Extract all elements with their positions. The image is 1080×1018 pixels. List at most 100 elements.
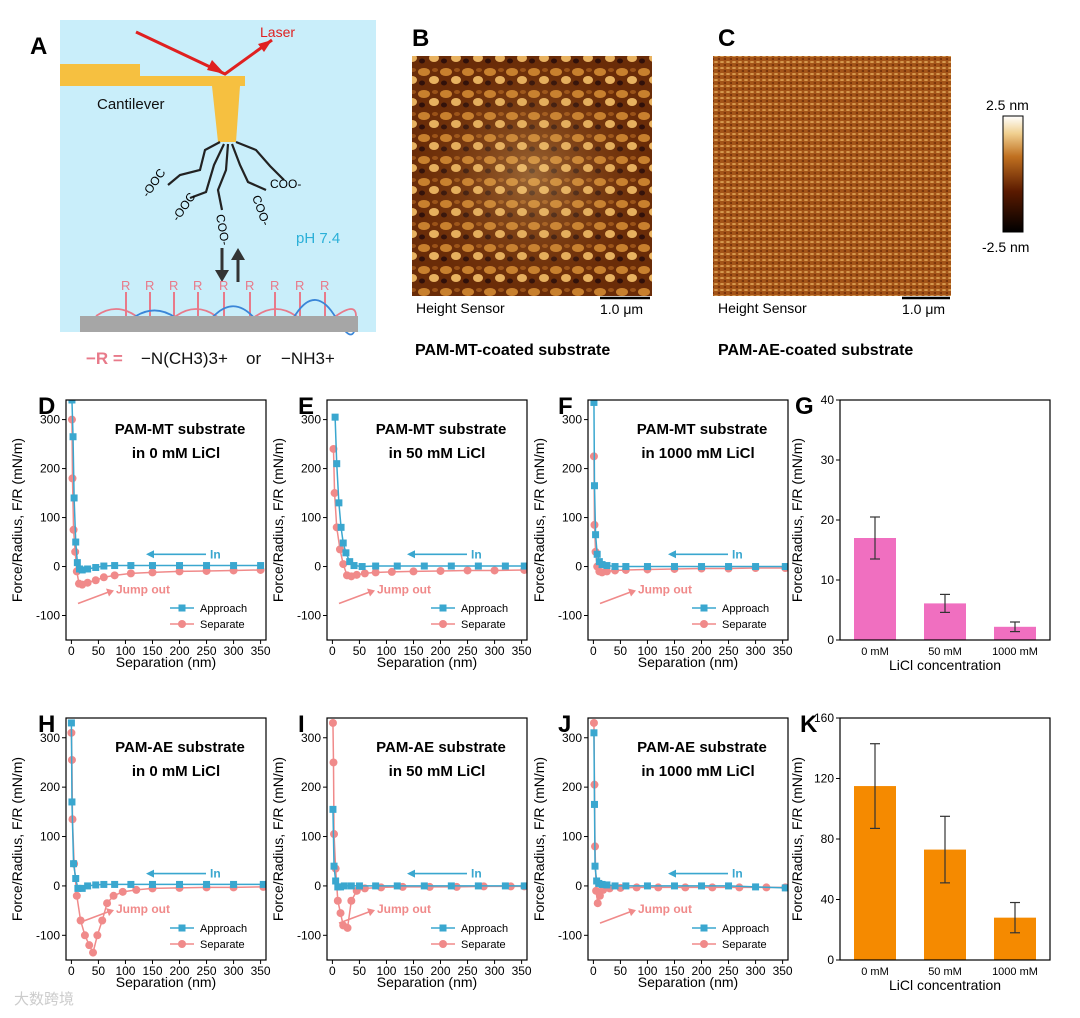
panel-letter-c: C [718, 25, 735, 52]
x-axis-label: Separation (nm) [377, 974, 477, 990]
approach-point [78, 884, 86, 892]
approach-point [590, 482, 598, 490]
y-tick-label: 120 [814, 772, 834, 786]
approach-point [372, 562, 380, 570]
separate-point [352, 570, 361, 579]
x-tick-label: 100 [115, 644, 135, 658]
y-tick-label: 200 [562, 462, 582, 476]
approach-line [70, 722, 264, 890]
category-label: 50 mM [928, 966, 962, 978]
x-tick-label: 0 [590, 644, 597, 658]
approach-line [334, 417, 525, 568]
plot-frame [839, 399, 1051, 641]
afm-image-ae [713, 56, 951, 296]
separate-point [91, 576, 100, 585]
approach-point [474, 882, 482, 890]
approach-point [332, 877, 340, 885]
afm-tip [212, 86, 240, 142]
approach-point [337, 523, 345, 531]
series-separate [589, 452, 788, 577]
y-tick-label: 100 [40, 830, 60, 844]
jump-out-arrow [338, 590, 372, 605]
panel-letter-f: F [558, 393, 573, 420]
approach-line [593, 732, 786, 889]
separate-point [336, 909, 345, 918]
approach-point [752, 883, 760, 891]
jump-out-arrow [77, 590, 111, 605]
approach-point [520, 882, 527, 890]
approach-point [67, 719, 75, 727]
scale-bar-label: 1.0 μm [600, 301, 643, 317]
y-tick-label: 20 [821, 513, 835, 527]
approach-point [72, 875, 80, 883]
approach-point [590, 400, 598, 406]
y-tick-label: 100 [301, 830, 321, 844]
approach-point [176, 562, 184, 570]
plot-frame [839, 717, 1051, 961]
approach-point [74, 884, 82, 892]
x-tick-label: 300 [224, 644, 244, 658]
separate-point [89, 948, 98, 957]
in-arrow-icon [146, 869, 154, 878]
coo-group: COO- [213, 213, 232, 246]
approach-point [259, 880, 266, 888]
approach-point [69, 433, 77, 441]
approach-point [230, 562, 238, 570]
y-tick-label: 0 [314, 879, 321, 893]
y-tick-label: 40 [821, 393, 835, 407]
x-tick-label: 0 [329, 964, 336, 978]
laser-label: Laser [260, 24, 295, 40]
y-axis-label: Force/Radius, F/R (mN/m) [9, 757, 25, 921]
in-arrow-icon [668, 869, 676, 878]
approach-point [148, 880, 156, 888]
separate-point [335, 545, 344, 554]
laser-arrow-icon [258, 40, 272, 52]
approach-point [622, 563, 630, 571]
separate-point [590, 520, 599, 529]
chart-title-line2: in 50 mM LiCl [389, 763, 486, 780]
x-tick-label: 100 [637, 644, 657, 658]
y-tick-label: 200 [301, 462, 321, 476]
y-tick-label: 300 [301, 413, 321, 427]
afm-image-mt-overlay [412, 56, 652, 296]
category-label: 0 mM [861, 966, 889, 978]
x-tick-label: 300 [746, 644, 766, 658]
y-tick-label: -100 [558, 928, 582, 942]
x-tick-label: 300 [224, 964, 244, 978]
jump-out-annotation: Jump out [116, 902, 170, 916]
x-tick-label: 150 [142, 964, 162, 978]
series-approach [331, 413, 527, 571]
x-tick-label: 350 [251, 644, 271, 658]
x-tick-label: 200 [691, 644, 711, 658]
approach-point [598, 880, 606, 888]
approach-point [447, 882, 455, 890]
separate-point [595, 891, 604, 900]
legend-approach-marker [178, 924, 186, 932]
cantilever-label: Cantilever [97, 96, 165, 113]
x-tick-label: 50 [353, 964, 367, 978]
x-tick-label: 200 [169, 964, 189, 978]
y-tick-label: 30 [821, 453, 835, 467]
chart-panel-e: E 0 50 100 150 200 250 300 350 -100 0 100 200 300 PAM-… [270, 393, 532, 670]
y-tick-label: 0 [314, 560, 321, 574]
separate-point [93, 931, 102, 940]
approach-point [698, 563, 706, 571]
approach-point [670, 563, 678, 571]
in-arrow-icon [668, 550, 676, 559]
y-tick-label: 300 [562, 731, 582, 745]
separate-point [333, 896, 342, 905]
approach-point [339, 539, 347, 547]
separate-point [109, 891, 118, 900]
x-tick-label: 0 [68, 964, 75, 978]
x-tick-label: 50 [614, 644, 628, 658]
plot-frame [326, 717, 528, 961]
y-tick-label: 80 [821, 832, 835, 846]
approach-point [203, 562, 211, 570]
x-tick-label: 150 [403, 964, 423, 978]
approach-point [70, 494, 78, 502]
y-tick-label: 200 [562, 780, 582, 794]
y-tick-label: 0 [827, 953, 834, 967]
separate-point [175, 567, 184, 576]
y-axis-label: Force/Radius, F/R (mN/m) [270, 438, 286, 602]
